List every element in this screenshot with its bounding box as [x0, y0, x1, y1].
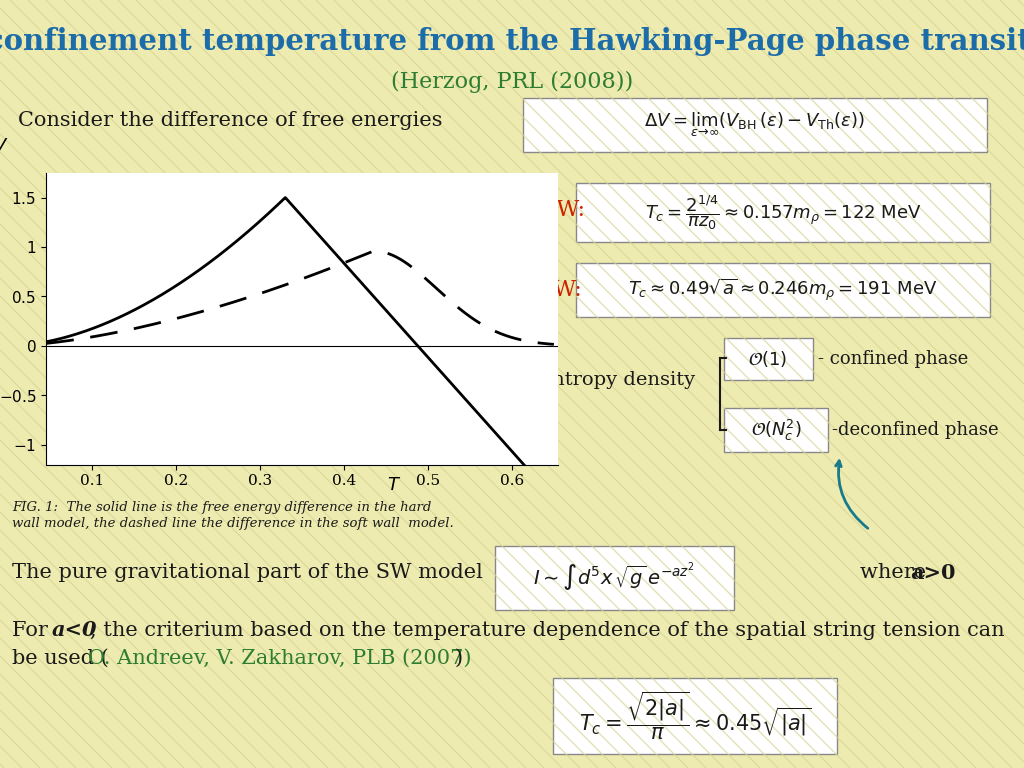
- Text: Consider the difference of free energies: Consider the difference of free energies: [18, 111, 442, 130]
- Text: (Herzog, PRL (2008)): (Herzog, PRL (2008)): [391, 71, 633, 93]
- Text: Deconfinement temperature from the Hawking-Page phase transition: Deconfinement temperature from the Hawki…: [0, 28, 1024, 57]
- Text: - confined phase: - confined phase: [818, 350, 969, 368]
- FancyBboxPatch shape: [575, 183, 990, 242]
- Text: $T_c = \dfrac{2^{1/4}}{\pi z_0}\approx 0.157m_{\rho} = 122\ \mathrm{MeV}$: $T_c = \dfrac{2^{1/4}}{\pi z_0}\approx 0…: [645, 194, 922, 233]
- FancyBboxPatch shape: [495, 546, 734, 610]
- FancyBboxPatch shape: [724, 408, 828, 452]
- Text: HW:: HW:: [538, 199, 586, 221]
- FancyBboxPatch shape: [575, 263, 990, 317]
- Text: The pure gravitational part of the SW model: The pure gravitational part of the SW mo…: [12, 564, 483, 582]
- Text: $\Delta V$: $\Delta V$: [0, 137, 9, 155]
- Text: a>0: a>0: [910, 563, 955, 583]
- Text: wall model, the dashed line the difference in the soft wall  model.: wall model, the dashed line the differen…: [12, 518, 454, 531]
- Text: For: For: [12, 621, 54, 640]
- Text: $T_c \approx 0.49\sqrt{a}\approx 0.246m_{\rho} = 191\ \mathrm{MeV}$: $T_c \approx 0.49\sqrt{a}\approx 0.246m_…: [629, 276, 938, 303]
- Text: $\mathcal{O}(1)$: $\mathcal{O}(1)$: [749, 349, 787, 369]
- Text: -deconfined phase: -deconfined phase: [831, 421, 998, 439]
- Text: ): ): [455, 648, 463, 667]
- Text: Entropy density: Entropy density: [538, 371, 695, 389]
- Text: SW:: SW:: [538, 279, 582, 301]
- Text: FIG. 1:  The solid line is the free energy difference in the hard: FIG. 1: The solid line is the free energ…: [12, 502, 431, 515]
- Text: where: where: [860, 564, 933, 582]
- FancyBboxPatch shape: [724, 338, 813, 380]
- Text: O. Andreev, V. Zakharov, PLB (2007): O. Andreev, V. Zakharov, PLB (2007): [88, 648, 471, 667]
- Text: be used (: be used (: [12, 648, 109, 667]
- Text: $T$: $T$: [387, 476, 400, 494]
- Text: $I \sim \int d^5x\,\sqrt{g}\,e^{-az^2}$: $I \sim \int d^5x\,\sqrt{g}\,e^{-az^2}$: [534, 562, 695, 594]
- Text: $\mathcal{O}(N_c^2)$: $\mathcal{O}(N_c^2)$: [751, 418, 802, 442]
- Text: $T_c = \dfrac{\sqrt{2|a|}}{\pi}\approx 0.45\sqrt{|a|}$: $T_c = \dfrac{\sqrt{2|a|}}{\pi}\approx 0…: [579, 690, 811, 743]
- FancyBboxPatch shape: [553, 678, 837, 754]
- FancyBboxPatch shape: [523, 98, 987, 152]
- Text: , the criterium based on the temperature dependence of the spatial string tensio: , the criterium based on the temperature…: [90, 621, 1005, 640]
- Text: a<0: a<0: [52, 620, 97, 640]
- Text: $\Delta V = \lim_{\epsilon\to\infty}\left(V_{\mathrm{BH}}(\epsilon) - V_{\mathrm: $\Delta V = \lim_{\epsilon\to\infty}\lef…: [644, 111, 865, 139]
